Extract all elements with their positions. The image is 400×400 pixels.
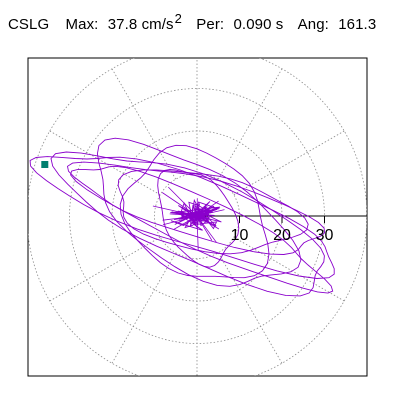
particle-trace bbox=[29, 137, 335, 297]
grid-spoke-30 bbox=[233, 130, 345, 196]
peak-marker bbox=[41, 161, 49, 168]
period-value: 0.090 s bbox=[233, 16, 284, 33]
grid-spoke-300 bbox=[217, 252, 283, 364]
station-code: CSLG bbox=[8, 16, 50, 33]
trace-loop-1 bbox=[50, 151, 325, 297]
x-tick-label-30: 30 bbox=[316, 227, 334, 244]
angle-value: 161.3 bbox=[338, 16, 377, 33]
period-label: Per: bbox=[196, 16, 225, 33]
max-label: Max: bbox=[65, 16, 99, 33]
x-tick-label-10: 10 bbox=[231, 227, 249, 244]
trace-loop-7 bbox=[157, 168, 240, 268]
angle-label: Ang: bbox=[297, 16, 329, 33]
grid-spoke-330 bbox=[233, 236, 345, 302]
peak-marker-layer bbox=[41, 161, 49, 168]
grid-spoke-150 bbox=[49, 130, 161, 196]
grid-spoke-60 bbox=[217, 68, 283, 180]
trace-center-spikes bbox=[152, 186, 225, 250]
trace-loop-4 bbox=[117, 169, 309, 255]
grid-spoke-240 bbox=[111, 252, 177, 364]
chart-header: CSLG Max: 37.8 cm/s2 Per: 0.090 s Ang: 1… bbox=[8, 11, 377, 36]
max-unit-exponent: 2 bbox=[174, 11, 182, 26]
max-value: 37.8 cm/s bbox=[107, 16, 174, 33]
x-tick-label-20: 20 bbox=[273, 227, 291, 244]
grid-spoke-210 bbox=[49, 236, 161, 302]
trace-loop-6 bbox=[70, 165, 334, 294]
trace-loop-3 bbox=[96, 137, 302, 287]
trace-loop-2 bbox=[66, 161, 326, 255]
grid-spoke-120 bbox=[111, 68, 177, 180]
trace-loop-5 bbox=[119, 144, 270, 279]
tick-labels: 10 20 30 bbox=[231, 227, 334, 244]
axes bbox=[197, 215, 367, 223]
